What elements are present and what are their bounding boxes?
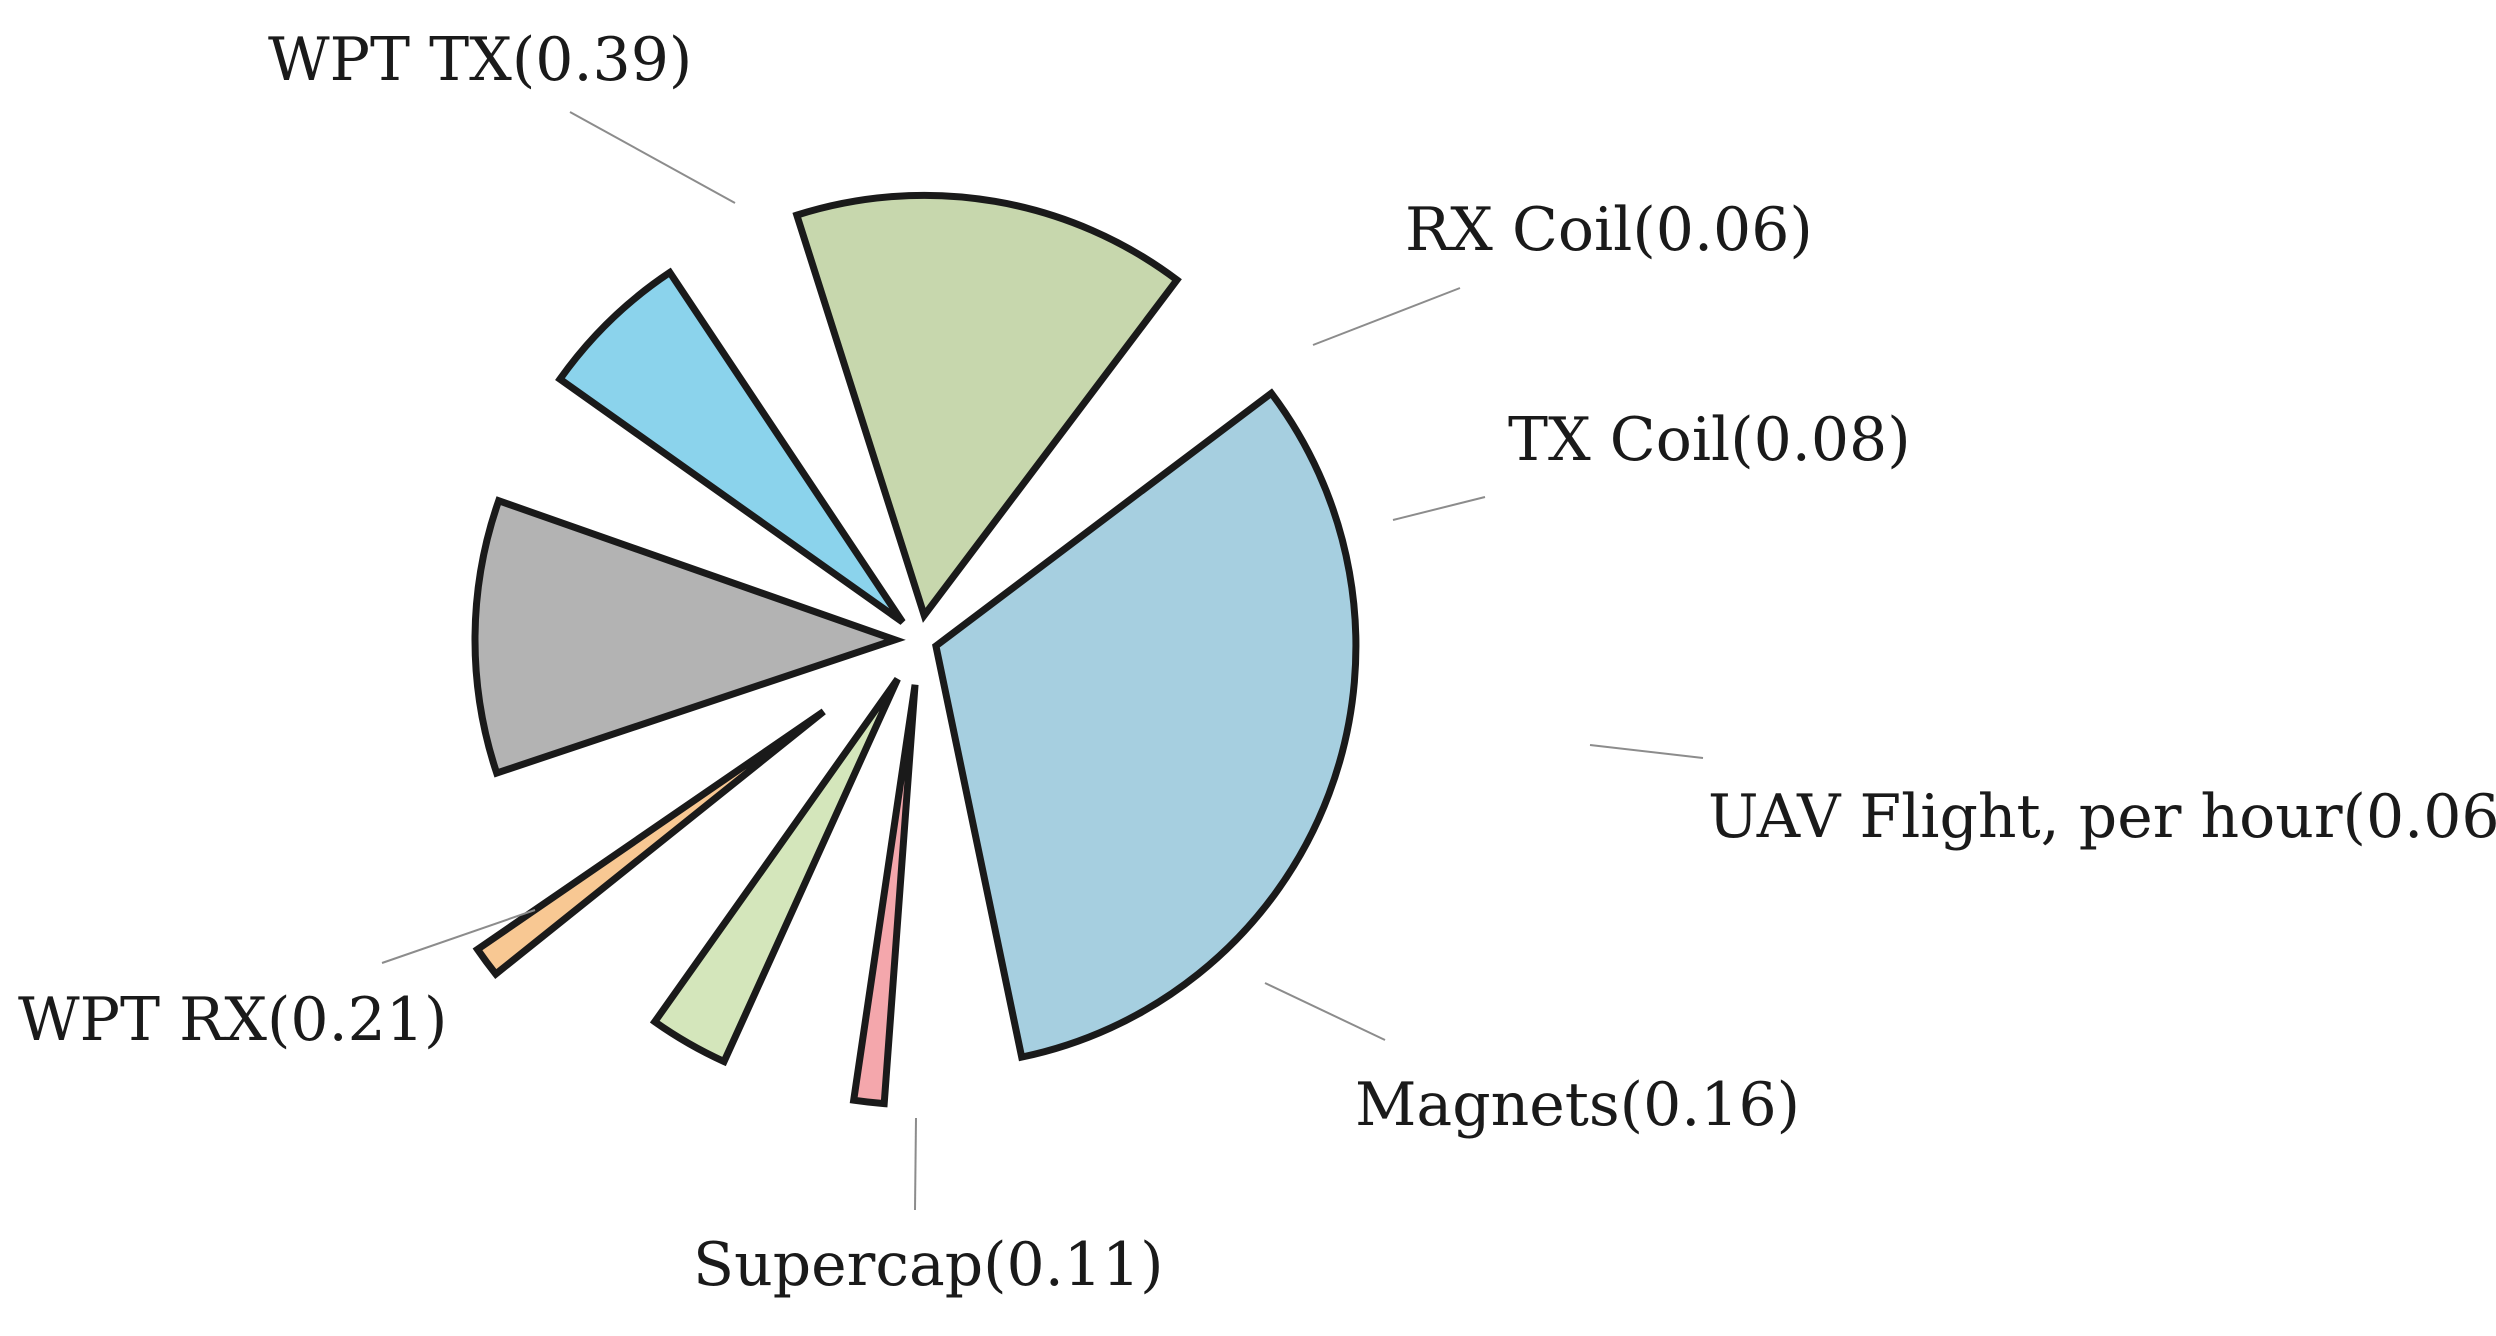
pie-slice-6 bbox=[792, 191, 1182, 623]
slice-label-6: WPT RX(0.21) bbox=[18, 985, 447, 1055]
leaders-layer bbox=[381, 111, 1704, 1211]
pie-slice-5 bbox=[555, 267, 906, 625]
slice-label-1: RX Coil(0.06) bbox=[1405, 195, 1813, 265]
slice-label-4: Magnets(0.16) bbox=[1355, 1070, 1800, 1140]
slice-label-5: Supercap(0.11) bbox=[693, 1230, 1164, 1300]
pie-slice-3 bbox=[472, 708, 826, 979]
leader-line-6 bbox=[381, 909, 536, 964]
pie-slice-0 bbox=[932, 388, 1360, 1062]
leader-line-0 bbox=[569, 111, 736, 204]
pie-slice-2 bbox=[649, 677, 901, 1067]
slice-label-2: TX Coil(0.08) bbox=[1508, 405, 1911, 475]
pie-slice-1 bbox=[849, 684, 919, 1108]
slice-label-0: WPT TX(0.39) bbox=[268, 25, 692, 95]
pie-slice-4 bbox=[471, 496, 906, 778]
leader-line-2 bbox=[1392, 496, 1486, 521]
leader-line-5 bbox=[914, 1117, 917, 1211]
slices-layer bbox=[471, 191, 1360, 1108]
labels-layer: WPT TX(0.39) RX Coil(0.06) TX Coil(0.08) UA… bbox=[18, 25, 2496, 1300]
slice-label-3: UAV Flight, per hour(0.06) bbox=[1708, 782, 2496, 852]
leader-line-3 bbox=[1589, 744, 1704, 759]
leader-line-4 bbox=[1264, 982, 1386, 1041]
leader-line-1 bbox=[1312, 287, 1461, 346]
